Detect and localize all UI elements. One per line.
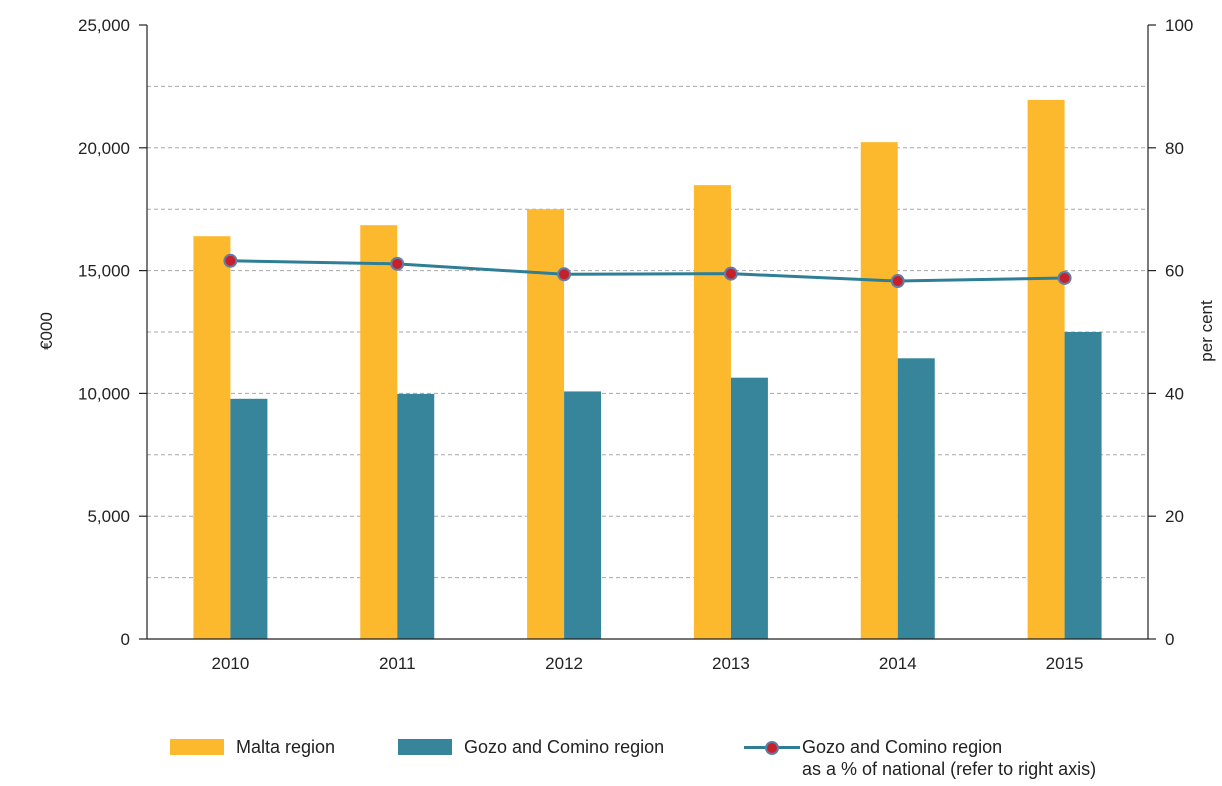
y-right-tick-labels: 0 20 40 60 80 100 [1165, 16, 1193, 649]
y-left-tick-label: 5,000 [87, 507, 130, 526]
x-tick-label: 2013 [712, 654, 750, 673]
y-left-tick-label: 20,000 [78, 139, 130, 158]
bar-gozo-comino-2011 [397, 393, 435, 639]
y-right-tick-label: 100 [1165, 16, 1193, 35]
bar-malta-2014 [860, 142, 898, 640]
chart: 2010 2011 2012 2013 2014 2015 0 5,000 10,000 15,… [37, 16, 1216, 673]
y-right-tick-label: 60 [1165, 262, 1184, 281]
y-right-tick-label: 40 [1165, 384, 1184, 403]
marker-gozo-percent-2015 [1057, 270, 1072, 285]
bar-malta-2015 [1027, 99, 1065, 639]
y-right-tick-label: 80 [1165, 139, 1184, 158]
x-tick-labels: 2010 2011 2012 2013 2014 2015 [212, 654, 1084, 673]
legend-swatch-line-marker [744, 736, 800, 758]
legend-label-line2: as a % of national (refer to right axis) [802, 759, 1097, 779]
y-right-tick-label: 0 [1165, 630, 1174, 649]
y-left-axis-title: €000 [37, 312, 56, 350]
legend-item-gozo-percent-national: Gozo and Comino region as a % of nationa… [744, 736, 1096, 780]
marker-gozo-percent-2010 [223, 253, 238, 268]
line-series [223, 253, 1072, 289]
marker-gozo-percent-2011 [390, 256, 405, 271]
legend: Malta region Gozo and Comino region Gozo… [0, 736, 1222, 786]
y-right-tick-label: 20 [1165, 507, 1184, 526]
bar-gozo-comino-2010 [230, 398, 268, 639]
y-left-tick-label: 10,000 [78, 384, 130, 403]
y-left-tick-label: 15,000 [78, 262, 130, 281]
x-tick-label: 2015 [1046, 654, 1084, 673]
legend-swatch-malta-region [170, 739, 224, 755]
legend-label-gozo-comino-region: Gozo and Comino region [464, 737, 665, 757]
gridlines [147, 85, 1148, 579]
y-right-axis-title: per cent [1197, 300, 1216, 362]
x-tick-label: 2011 [379, 654, 416, 673]
line-gozo-percent-national [230, 259, 1065, 283]
legend-swatch-gozo-comino-region [398, 739, 452, 755]
legend-item-gozo-comino-region: Gozo and Comino region [398, 736, 664, 758]
bar-gozo-comino-2012 [564, 391, 602, 639]
bar-malta-2013 [693, 185, 731, 639]
marker-gozo-percent-2014 [890, 274, 905, 289]
marker-gozo-percent-2013 [723, 266, 738, 281]
legend-label-malta-region: Malta region [236, 737, 336, 757]
y-left-tick-label: 0 [121, 630, 130, 649]
legend-item-malta-region: Malta region [170, 736, 335, 758]
bar-malta-2012 [527, 209, 565, 639]
axes [139, 24, 1156, 640]
bar-gozo-comino-2015 [1064, 332, 1102, 639]
bar-malta-2011 [360, 225, 398, 639]
bar-gozo-comino-2014 [897, 358, 935, 639]
x-tick-label: 2014 [879, 654, 917, 673]
x-tick-label: 2010 [212, 654, 250, 673]
bar-malta-2010 [193, 236, 231, 639]
bar-gozo-comino-2013 [730, 377, 768, 639]
bars [193, 99, 1102, 640]
marker-gozo-percent-2012 [557, 267, 572, 282]
x-tick-label: 2012 [545, 654, 583, 673]
y-left-tick-label: 25,000 [78, 16, 130, 35]
y-left-tick-labels: 0 5,000 10,000 15,000 20,000 25,000 [78, 16, 130, 649]
legend-label-line1: Gozo and Comino region [802, 737, 1003, 757]
legend-label-gozo-percent-national: Gozo and Comino region as a % of nationa… [802, 736, 1096, 780]
